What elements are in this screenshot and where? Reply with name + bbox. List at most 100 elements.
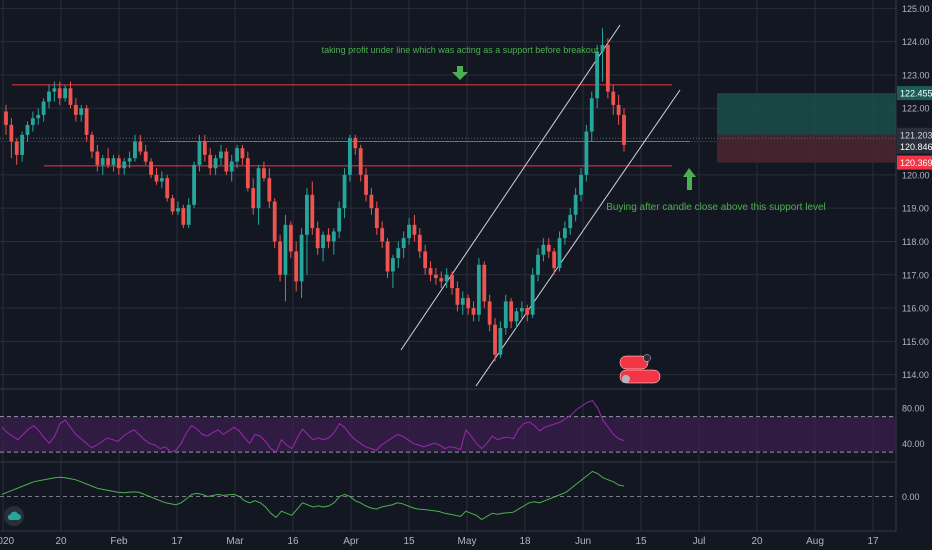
candle-body: [262, 168, 266, 179]
candle-body: [321, 234, 325, 249]
x-tick-label: 20: [751, 536, 763, 547]
momentum-line: [1, 470, 625, 521]
tradingview-logo-icon[interactable]: [4, 506, 24, 526]
x-tick-label: Jul: [693, 536, 706, 547]
candle-body: [391, 258, 395, 272]
candle-body: [477, 264, 481, 315]
candle-body: [455, 288, 460, 305]
candle-body: [493, 324, 497, 355]
candle-body: [111, 158, 116, 165]
event-marker-dot: [643, 354, 651, 362]
event-marker-dot: [622, 375, 630, 383]
candle-body: [573, 194, 578, 215]
candle-body: [30, 118, 35, 125]
candle-body: [444, 274, 449, 282]
candle-body: [4, 111, 8, 125]
candle-body: [192, 164, 196, 205]
candle-body: [353, 138, 358, 149]
candle-body: [272, 201, 277, 242]
candle-body: [595, 51, 600, 99]
candle-body: [95, 151, 100, 165]
candle-body: [240, 148, 245, 159]
candle-body: [90, 134, 94, 152]
candle-body: [133, 141, 137, 159]
candle-body: [471, 308, 476, 315]
candle-body: [116, 158, 121, 169]
x-tick-label: Jun: [575, 536, 591, 547]
candle-body: [288, 224, 293, 252]
candle-body: [256, 168, 261, 209]
candle-body: [557, 238, 562, 269]
candle-body: [100, 158, 105, 165]
candle-body: [68, 88, 73, 105]
oscillator-line: [1, 400, 625, 453]
candle-body: [337, 208, 342, 232]
candle-body: [519, 308, 524, 312]
candle-body: [84, 108, 89, 135]
candle-body: [283, 224, 288, 275]
candle-body: [176, 208, 180, 212]
x-tick-label: Aug: [806, 536, 824, 547]
y-tick-label: 120.00: [902, 170, 930, 180]
x-tick-label: Apr: [343, 536, 359, 547]
candle-body: [568, 214, 573, 229]
candle-body: [396, 248, 401, 259]
stop-loss-zone: [717, 134, 896, 163]
y-tick-label: 114.00: [902, 370, 929, 380]
candle-body: [428, 268, 433, 275]
cloud-logo-icon: [7, 511, 21, 520]
candle-body: [138, 141, 143, 152]
candle-body: [503, 301, 508, 329]
candle-body: [213, 158, 218, 169]
candle-body: [498, 328, 503, 355]
candle-body: [143, 151, 148, 162]
price-label-text: 121.203: [900, 130, 932, 140]
candle-body: [369, 194, 374, 209]
candle-body: [79, 108, 84, 115]
candle-body: [25, 124, 30, 135]
x-tick-label: 15: [403, 536, 415, 547]
candle-body: [600, 44, 605, 52]
oscillator-tick-label: 40.00: [902, 439, 925, 449]
candle-body: [122, 161, 127, 169]
candle-body: [63, 88, 68, 99]
candle-body: [546, 244, 551, 252]
candle-body: [235, 148, 239, 162]
candle-body: [541, 244, 546, 255]
candle-body: [589, 98, 594, 132]
candle-body: [412, 224, 417, 235]
candle-body: [439, 278, 444, 282]
candle-body: [310, 194, 315, 229]
candle-body: [41, 101, 46, 115]
channel-lower-line: [475, 89, 681, 387]
candle-body: [562, 228, 567, 239]
candle-body: [299, 234, 304, 282]
candle-body: [9, 124, 14, 142]
y-tick-label: 123.00: [902, 70, 930, 80]
candle-body: [605, 44, 610, 92]
y-tick-label: 122.00: [902, 104, 930, 114]
candle-body: [106, 158, 111, 165]
up-arrow-icon: [683, 168, 696, 190]
candle-body: [159, 178, 164, 182]
candle-body: [219, 151, 223, 159]
candle-body: [331, 231, 336, 242]
candle-body: [57, 88, 62, 99]
y-tick-label: 117.00: [902, 270, 929, 280]
candle-body: [342, 174, 347, 209]
candle-body: [552, 251, 557, 269]
candle-body: [197, 141, 202, 165]
x-tick-label: 16: [287, 536, 299, 547]
candle-body: [52, 88, 57, 92]
candle-body: [202, 141, 207, 155]
candle-body: [73, 104, 78, 115]
candle-body: [536, 254, 540, 275]
candle-body: [20, 134, 25, 155]
y-tick-label: 125.00: [902, 4, 930, 14]
x-tick-label: Feb: [110, 536, 128, 547]
down-arrow-icon: [452, 66, 468, 80]
x-tick-label: Mar: [226, 536, 244, 547]
candle-body: [417, 234, 422, 252]
